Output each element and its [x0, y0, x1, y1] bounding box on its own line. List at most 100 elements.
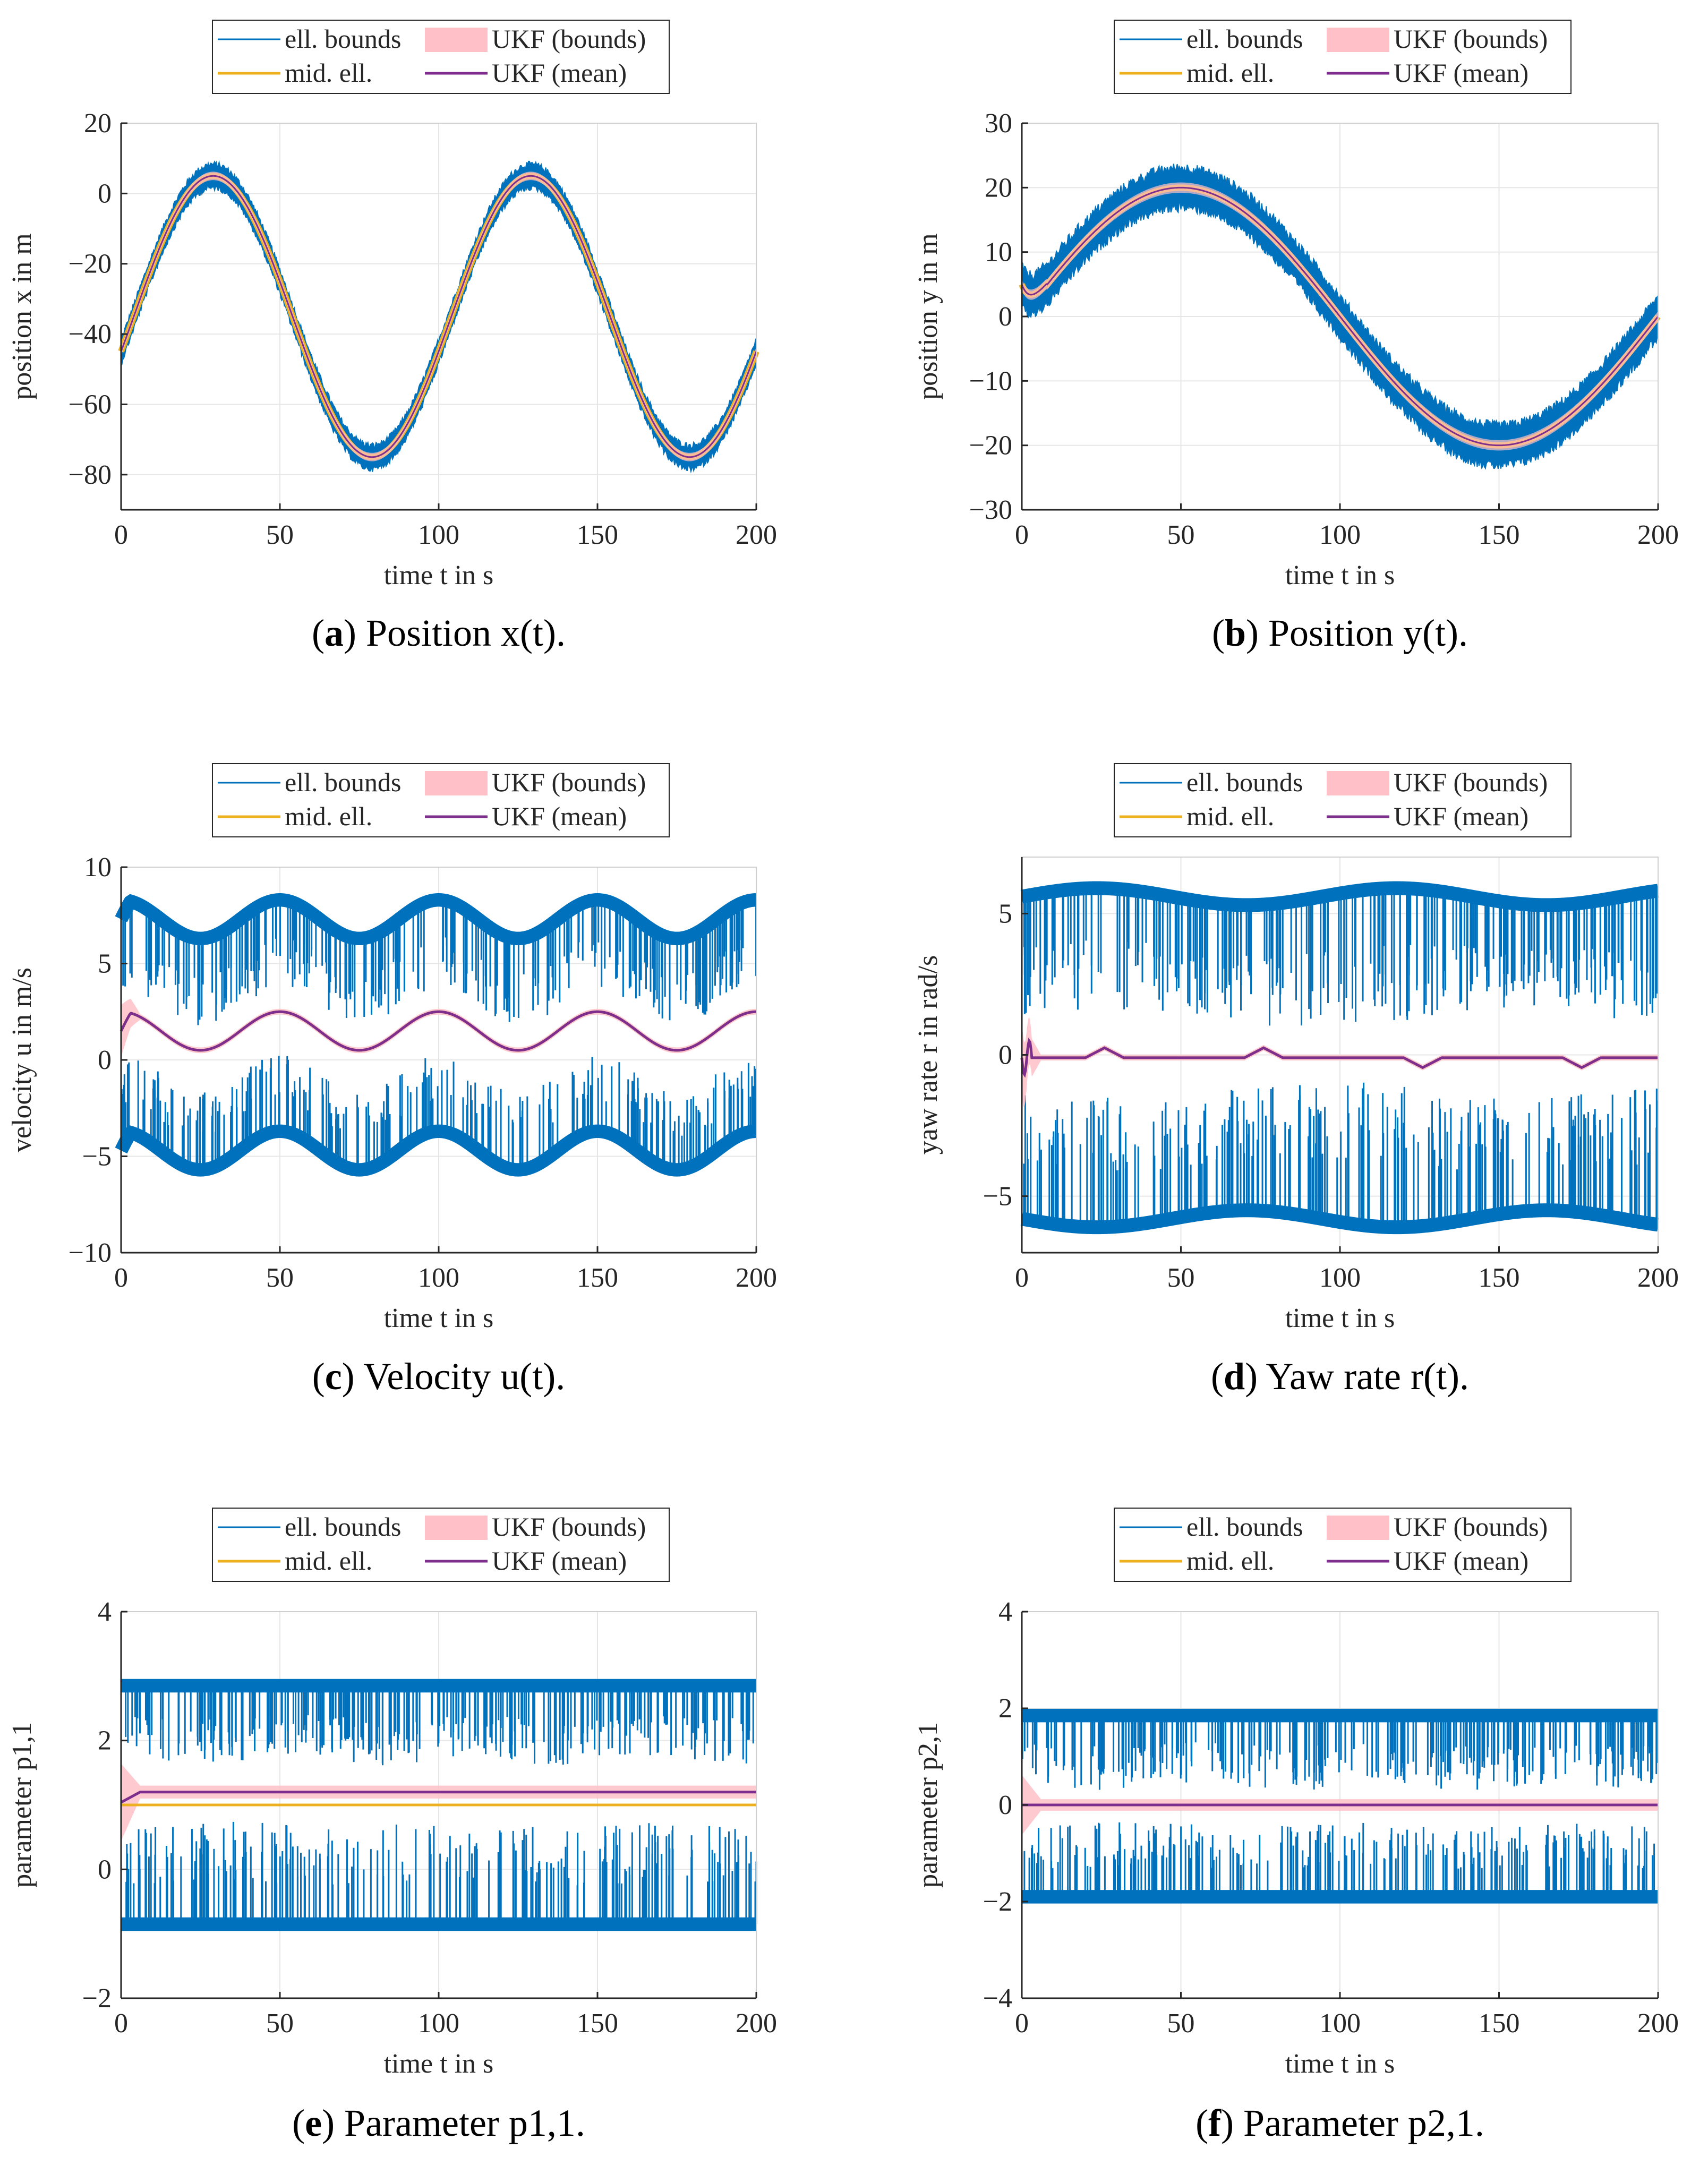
- caption-letter: b: [1225, 612, 1246, 654]
- legend: ell. bounds UKF (bounds) mid. ell. UKF (mea…: [212, 1508, 670, 1582]
- x-tick-label: 50: [266, 1263, 294, 1293]
- x-axis-label: time t in s: [384, 1303, 494, 1333]
- legend: ell. bounds UKF (bounds) mid. ell. UKF (mea…: [212, 20, 670, 94]
- caption-letter: e: [305, 2102, 322, 2144]
- legend-ukf-bounds-label: UKF (bounds): [1394, 24, 1548, 54]
- legend-ell-bounds-label: ell. bounds: [1186, 1512, 1303, 1542]
- x-tick-label: 200: [736, 2008, 777, 2039]
- legend: ell. bounds UKF (bounds) mid. ell. UKF (mea…: [1114, 20, 1572, 94]
- caption-paren-close: ): [1246, 612, 1268, 654]
- panel-c: 0 50 100 150 200 −10 −5 0 5 10 time t in s velocity…: [7, 763, 777, 1398]
- y-tick-label: 2: [998, 1693, 1012, 1724]
- x-axis-label: time t in s: [1285, 560, 1395, 590]
- legend-mid-ell-label: mid. ell.: [1186, 58, 1274, 88]
- x-tick-label: 50: [266, 520, 294, 550]
- legend: ell. bounds UKF (bounds) mid. ell. UKF (mea…: [1114, 1508, 1572, 1582]
- x-tick-label: 50: [1167, 1263, 1195, 1293]
- legend-ell-bounds-label: ell. bounds: [285, 767, 401, 797]
- legend-ell-bounds-label: ell. bounds: [1186, 24, 1303, 54]
- caption-paren-close: ): [1221, 2102, 1243, 2144]
- legend-ukf-mean-label: UKF (mean): [1394, 801, 1528, 831]
- y-tick-label: 20: [985, 173, 1012, 203]
- y-tick-label: 0: [98, 178, 112, 209]
- x-tick-label: 200: [1637, 2008, 1679, 2039]
- panel-caption: (b) Position y(t).: [1212, 612, 1468, 654]
- legend-mid-ell-label: mid. ell.: [285, 801, 372, 831]
- panel-caption: (d) Yaw rate r(t).: [1211, 1355, 1469, 1398]
- panel-f: 0 50 100 150 200 −4 −2 0 2 4 time t in s parameter …: [913, 1508, 1679, 2144]
- x-tick-label: 0: [114, 520, 128, 550]
- caption-paren-open: (: [312, 612, 324, 654]
- legend: ell. bounds UKF (bounds) mid. ell. UKF (mea…: [212, 763, 670, 837]
- panel-caption: (c) Velocity u(t).: [312, 1355, 566, 1398]
- legend-ukf-mean-label: UKF (mean): [492, 801, 627, 831]
- y-tick-label: 10: [84, 852, 112, 883]
- x-tick-label: 100: [418, 2008, 459, 2039]
- y-tick-label: −10: [969, 366, 1012, 396]
- grid: [121, 867, 757, 1253]
- caption-letter: a: [324, 612, 344, 654]
- ukf-mean-line: [1021, 186, 1659, 447]
- panel-caption: (e) Parameter p1,1.: [292, 2102, 585, 2144]
- caption-paren-open: (: [1211, 1355, 1224, 1398]
- x-tick-label: 50: [1167, 520, 1195, 550]
- caption-paren-close: ): [344, 612, 366, 654]
- x-tick-label: 0: [1015, 1263, 1029, 1293]
- legend-ell-bounds-label: ell. bounds: [285, 1512, 401, 1542]
- y-tick-label: −5: [82, 1142, 112, 1172]
- x-tick-label: 200: [736, 520, 777, 550]
- x-tick-label: 150: [577, 520, 618, 550]
- ell-bounds-spikes: [125, 1685, 757, 1924]
- y-axis-label: parameter p2,1: [913, 1722, 943, 1888]
- panel-caption: (a) Position x(t).: [312, 612, 566, 654]
- ell-upper-envelope: [115, 893, 757, 946]
- legend-mid-ell-label: mid. ell.: [285, 58, 372, 88]
- y-tick-label: −20: [69, 249, 112, 279]
- x-tick-label: 100: [1319, 520, 1361, 550]
- ukf-mean-line: [120, 1791, 756, 1804]
- legend-ukf-bounds-swatch: [425, 1516, 488, 1540]
- legend-mid-ell-label: mid. ell.: [1186, 1546, 1274, 1576]
- x-axis-label: time t in s: [384, 2049, 494, 2079]
- y-tick-label: 10: [985, 237, 1012, 268]
- ukf-mean-line: [120, 175, 757, 458]
- legend-ukf-bounds-label: UKF (bounds): [1394, 1512, 1548, 1542]
- panel-a: 0 50 100 150 200 −80 −60 −40 −20 0 20 time t in s po…: [7, 20, 777, 654]
- ukf-bounds-band: [121, 172, 756, 461]
- y-tick-label: −40: [69, 319, 112, 349]
- ell-bounds-spikes: [1023, 888, 1659, 1228]
- y-tick-label: 0: [998, 1790, 1012, 1820]
- legend-ukf-bounds-label: UKF (bounds): [492, 24, 646, 54]
- caption-text: Position x(t).: [366, 612, 566, 654]
- caption-letter: c: [325, 1355, 342, 1398]
- legend-ell-bounds-label: ell. bounds: [1186, 767, 1303, 797]
- caption-text: Yaw rate r(t).: [1266, 1355, 1469, 1398]
- y-tick-label: 5: [98, 949, 112, 979]
- legend-mid-ell-label: mid. ell.: [1186, 801, 1274, 831]
- legend-ukf-bounds-label: UKF (bounds): [492, 1512, 646, 1542]
- caption-paren-open: (: [292, 2102, 305, 2144]
- caption-text: Velocity u(t).: [363, 1355, 565, 1398]
- caption-paren-close: ): [322, 2102, 344, 2144]
- x-tick-label: 0: [114, 2008, 128, 2039]
- x-tick-label: 150: [1479, 520, 1520, 550]
- y-tick-label: 0: [998, 302, 1012, 332]
- y-tick-label: −5: [983, 1182, 1012, 1212]
- x-tick-label: 150: [1479, 2008, 1520, 2039]
- y-tick-label: −20: [969, 431, 1012, 461]
- y-axis-label: position x in m: [7, 233, 37, 399]
- y-tick-label: −2: [983, 1887, 1012, 1917]
- x-tick-label: 100: [1319, 2008, 1361, 2039]
- x-tick-label: 150: [1479, 1263, 1520, 1293]
- y-tick-label: −30: [969, 495, 1012, 525]
- x-tick-label: 0: [1015, 520, 1029, 550]
- panel-d: 0 50 100 150 200 −5 0 5 time t in s yaw rate r in…: [913, 763, 1679, 1398]
- caption-letter: d: [1224, 1355, 1245, 1398]
- caption-paren-open: (: [1195, 2102, 1208, 2144]
- x-axis-label: time t in s: [1285, 2049, 1395, 2079]
- y-tick-label: 4: [98, 1597, 112, 1627]
- y-tick-label: −2: [82, 1983, 112, 2014]
- legend-ukf-bounds-swatch: [1327, 1516, 1389, 1540]
